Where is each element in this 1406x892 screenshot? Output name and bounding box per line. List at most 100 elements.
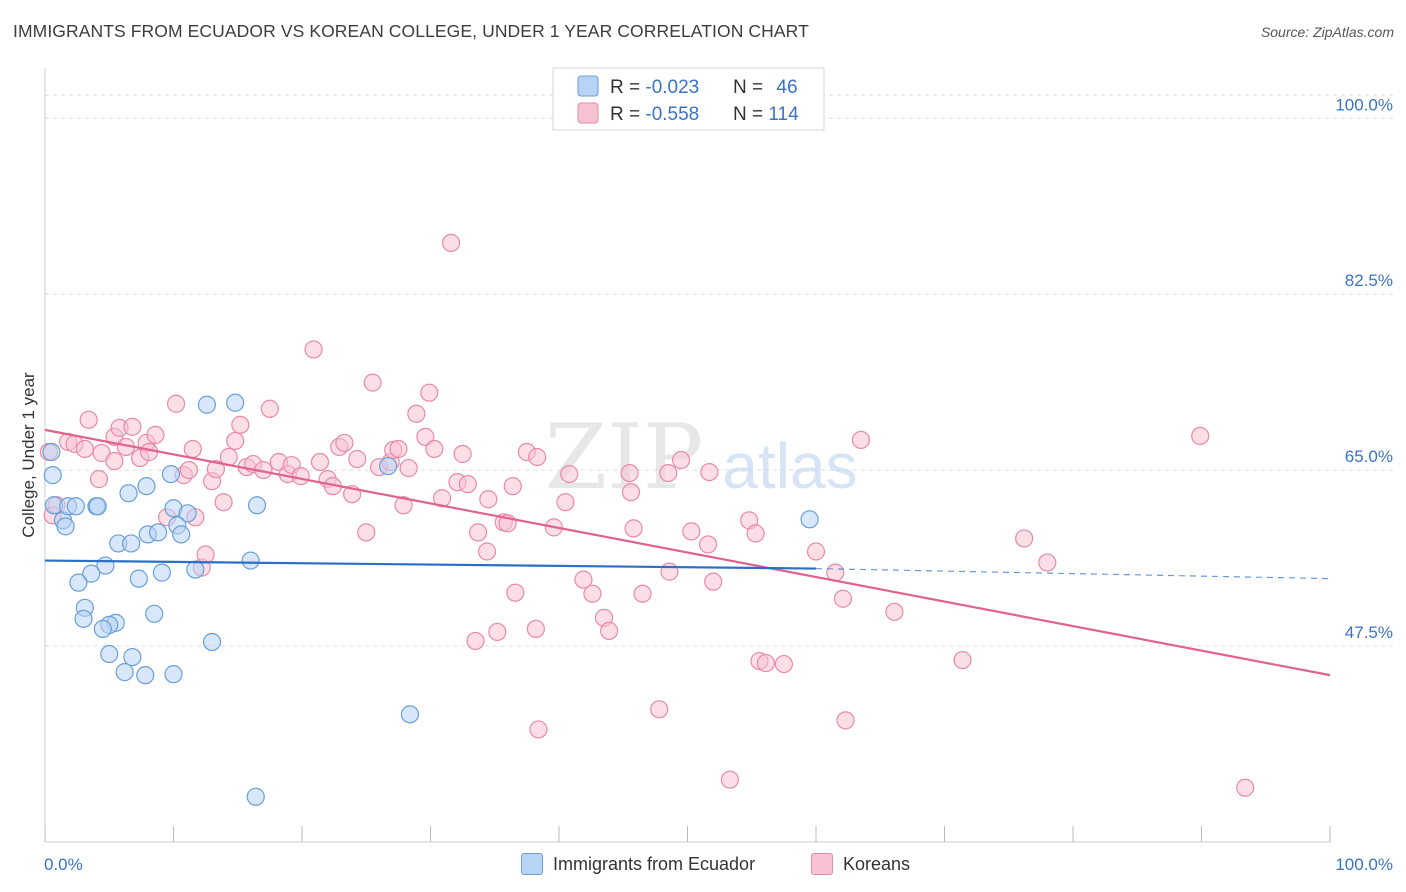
y-axis-label: College, Under 1 year bbox=[19, 372, 38, 538]
point-ecuador bbox=[246, 787, 265, 806]
legend-r-value-2: -0.558 bbox=[645, 104, 699, 125]
point-koreans bbox=[479, 490, 498, 509]
watermark-atlas: atlas bbox=[722, 430, 857, 502]
correlation-legend: R = -0.023 N = 46 R = -0.558 N = 114 bbox=[552, 67, 825, 131]
point-koreans bbox=[620, 463, 639, 483]
point-ecuador bbox=[178, 504, 197, 523]
point-koreans bbox=[506, 583, 525, 602]
legend-n-label-1: N = bbox=[733, 77, 768, 98]
series-ecuador bbox=[42, 393, 819, 806]
point-koreans bbox=[105, 451, 124, 471]
point-koreans bbox=[389, 439, 408, 459]
point-koreans bbox=[682, 522, 701, 541]
point-koreans bbox=[574, 570, 593, 589]
point-koreans bbox=[659, 463, 678, 483]
legend-n-value-2: 114 bbox=[768, 104, 799, 125]
point-koreans bbox=[425, 439, 444, 459]
watermark: ZIP atlas bbox=[545, 405, 858, 510]
point-koreans bbox=[774, 654, 793, 674]
point-ecuador bbox=[74, 609, 93, 628]
point-koreans bbox=[700, 462, 719, 482]
y-tick-label: 100.0% bbox=[1335, 95, 1393, 114]
point-ecuador bbox=[42, 442, 61, 462]
point-koreans bbox=[348, 449, 367, 469]
point-ecuador bbox=[226, 393, 245, 412]
y-tick-label: 47.5% bbox=[1345, 623, 1393, 642]
point-koreans bbox=[1236, 778, 1255, 797]
point-ecuador bbox=[378, 456, 398, 476]
legend-item-ecuador: Immigrants from Ecuador bbox=[521, 853, 755, 875]
point-ecuador bbox=[186, 560, 205, 579]
point-ecuador bbox=[400, 705, 420, 724]
point-koreans bbox=[75, 439, 94, 459]
point-koreans bbox=[183, 439, 202, 459]
trend-line-koreans bbox=[44, 428, 1331, 677]
legend-swatch-ecuador-bottom bbox=[521, 853, 543, 875]
point-ecuador bbox=[43, 466, 62, 485]
svg-text:N = 114: N = 114 bbox=[733, 104, 799, 125]
point-ecuador bbox=[123, 647, 142, 667]
point-ecuador bbox=[56, 517, 75, 536]
point-koreans bbox=[836, 711, 855, 730]
point-koreans bbox=[833, 589, 853, 608]
legend-r-label-2: R = bbox=[610, 104, 645, 125]
trend-line-ecuador-extension bbox=[815, 567, 1331, 580]
point-koreans bbox=[92, 443, 111, 463]
point-koreans bbox=[851, 430, 871, 450]
point-koreans bbox=[363, 373, 382, 392]
point-koreans bbox=[526, 619, 545, 638]
point-koreans bbox=[291, 467, 310, 486]
legend-swatch-koreans bbox=[577, 102, 599, 124]
point-koreans bbox=[89, 470, 109, 489]
point-koreans bbox=[394, 496, 413, 515]
legend-swatch-ecuador bbox=[577, 75, 599, 97]
point-koreans bbox=[806, 542, 826, 561]
legend-item-koreans: Koreans bbox=[811, 853, 910, 875]
x-tick-label: 100.0% bbox=[1335, 855, 1393, 874]
point-koreans bbox=[660, 562, 679, 581]
point-koreans bbox=[335, 433, 354, 453]
svg-text:R = -0.558: R = -0.558 bbox=[610, 104, 699, 125]
point-ecuador bbox=[800, 510, 819, 529]
point-koreans bbox=[420, 383, 439, 402]
point-ecuador bbox=[148, 523, 168, 542]
trend-lines bbox=[44, 428, 1331, 677]
x-tick-label: 0.0% bbox=[44, 855, 83, 874]
point-koreans bbox=[503, 477, 522, 496]
point-ecuador bbox=[137, 477, 156, 496]
point-koreans bbox=[123, 417, 142, 436]
point-koreans bbox=[698, 535, 718, 554]
legend-label-ecuador: Immigrants from Ecuador bbox=[553, 853, 756, 874]
point-ecuador bbox=[202, 632, 222, 652]
point-koreans bbox=[556, 493, 575, 512]
point-koreans bbox=[1015, 529, 1034, 548]
point-koreans bbox=[453, 444, 472, 464]
legend-swatch-koreans-bottom bbox=[811, 853, 833, 875]
point-koreans bbox=[407, 404, 426, 423]
point-koreans bbox=[466, 631, 485, 651]
legend-r-value-1: -0.023 bbox=[645, 77, 699, 98]
point-ecuador bbox=[172, 525, 191, 544]
point-koreans bbox=[196, 545, 215, 564]
point-koreans bbox=[260, 399, 279, 418]
point-koreans bbox=[477, 542, 497, 561]
trend-line-ecuador bbox=[44, 559, 817, 570]
point-ecuador bbox=[82, 564, 101, 583]
point-ecuador bbox=[121, 534, 141, 553]
point-ecuador bbox=[100, 644, 119, 664]
point-koreans bbox=[441, 233, 461, 253]
point-koreans bbox=[399, 458, 418, 478]
point-koreans bbox=[529, 720, 548, 739]
point-ecuador bbox=[164, 665, 183, 684]
point-koreans bbox=[621, 483, 641, 502]
point-koreans bbox=[720, 770, 740, 789]
legend-r-label-1: R = bbox=[610, 77, 645, 98]
point-koreans bbox=[650, 700, 669, 719]
point-ecuador bbox=[93, 619, 112, 638]
legend-n-label-2: N = bbox=[733, 104, 768, 125]
point-ecuador bbox=[241, 551, 260, 570]
point-koreans bbox=[179, 460, 199, 480]
point-koreans bbox=[953, 650, 972, 670]
point-ecuador bbox=[66, 497, 85, 516]
legend-label-koreans: Koreans bbox=[843, 853, 911, 874]
